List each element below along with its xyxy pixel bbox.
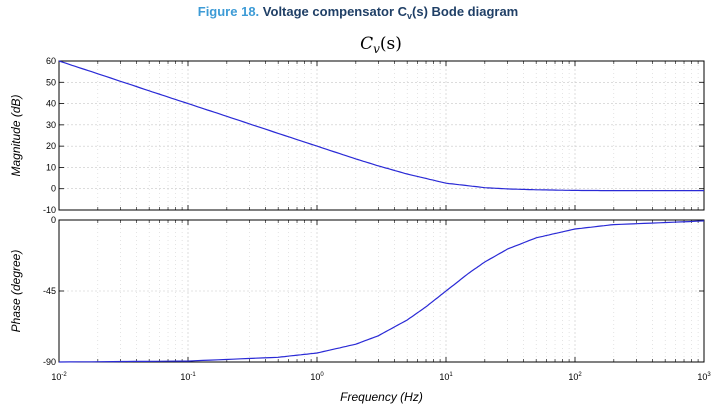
figure-title-subscript: v — [407, 11, 413, 21]
x-tick-base: 10 — [439, 372, 449, 382]
frequency-axis-label: Frequency (Hz) — [340, 390, 423, 404]
x-tick-exponent: 3 — [707, 372, 711, 378]
y-tick-label: 20 — [46, 141, 56, 151]
magnitude-plot-frame — [58, 60, 705, 211]
y-tick-label: -45 — [43, 286, 56, 296]
y-tick-label: -10 — [43, 205, 56, 215]
phase-grid — [58, 219, 704, 363]
y-tick-label: 60 — [46, 56, 56, 66]
x-tick-base: 10 — [310, 372, 320, 382]
magnitude-axis-label: Magnitude (dB) — [9, 94, 23, 176]
magnitude-y-tick-labels: -10 0 10 20 30 40 50 60 — [43, 56, 56, 215]
y-tick-label: 10 — [46, 162, 56, 172]
magnitude-ticks — [58, 60, 704, 211]
figure-number: Figure 18. — [197, 4, 260, 19]
magnitude-panel: -10 0 10 20 30 40 50 60 Magnitude (dB) — [9, 56, 705, 215]
x-tick-base: 10 — [51, 372, 61, 382]
y-tick-label: 0 — [51, 184, 56, 194]
phase-panel: -90 -45 0 Phase (degree) — [9, 215, 705, 367]
figure-title-pre: Voltage compensator C — [262, 4, 408, 19]
x-tick-label: 103 — [697, 372, 711, 382]
figure-title-post: (s) Bode diagram — [412, 4, 519, 19]
x-tick-exponent: -2 — [61, 372, 67, 378]
y-tick-label: 40 — [46, 99, 56, 109]
x-tick-exponent: 0 — [320, 372, 324, 378]
plot-title-tail: (s) — [380, 34, 402, 54]
figure-title: Voltage compensator Cv(s) Bode diagram — [262, 4, 519, 21]
y-tick-label: -90 — [43, 357, 56, 367]
y-tick-label: 50 — [46, 77, 56, 87]
x-tick-base: 10 — [568, 372, 578, 382]
plot-title-subscript: v — [373, 42, 380, 56]
phase-series-line — [58, 220, 705, 363]
x-tick-label: 102 — [568, 372, 582, 382]
x-tick-exponent: 1 — [449, 372, 453, 378]
figure-caption: Figure 18. Voltage compensator Cv(s) Bod… — [0, 4, 716, 21]
y-tick-label: 0 — [51, 215, 56, 225]
phase-ticks — [58, 219, 704, 363]
x-tick-base: 10 — [697, 372, 707, 382]
magnitude-grid — [58, 60, 704, 211]
x-tick-base: 10 — [180, 372, 190, 382]
magnitude-series-line — [58, 60, 704, 192]
x-tick-label: 100 — [310, 372, 324, 382]
phase-y-tick-labels: -90 -45 0 — [43, 215, 56, 367]
plot-title: Cv(s) — [360, 34, 402, 56]
x-tick-labels: 10-2 10-1 100 101 102 103 — [51, 372, 711, 382]
x-tick-label: 10-2 — [51, 372, 67, 382]
x-tick-exponent: 2 — [578, 372, 582, 378]
x-tick-label: 10-1 — [180, 372, 196, 382]
plot-title-text: Cv(s) — [360, 34, 402, 56]
x-tick-exponent: -1 — [190, 372, 196, 378]
plot-title-base: C — [360, 34, 373, 54]
phase-axis-label: Phase (degree) — [9, 250, 23, 333]
x-tick-label: 101 — [439, 372, 453, 382]
y-tick-label: 30 — [46, 120, 56, 130]
